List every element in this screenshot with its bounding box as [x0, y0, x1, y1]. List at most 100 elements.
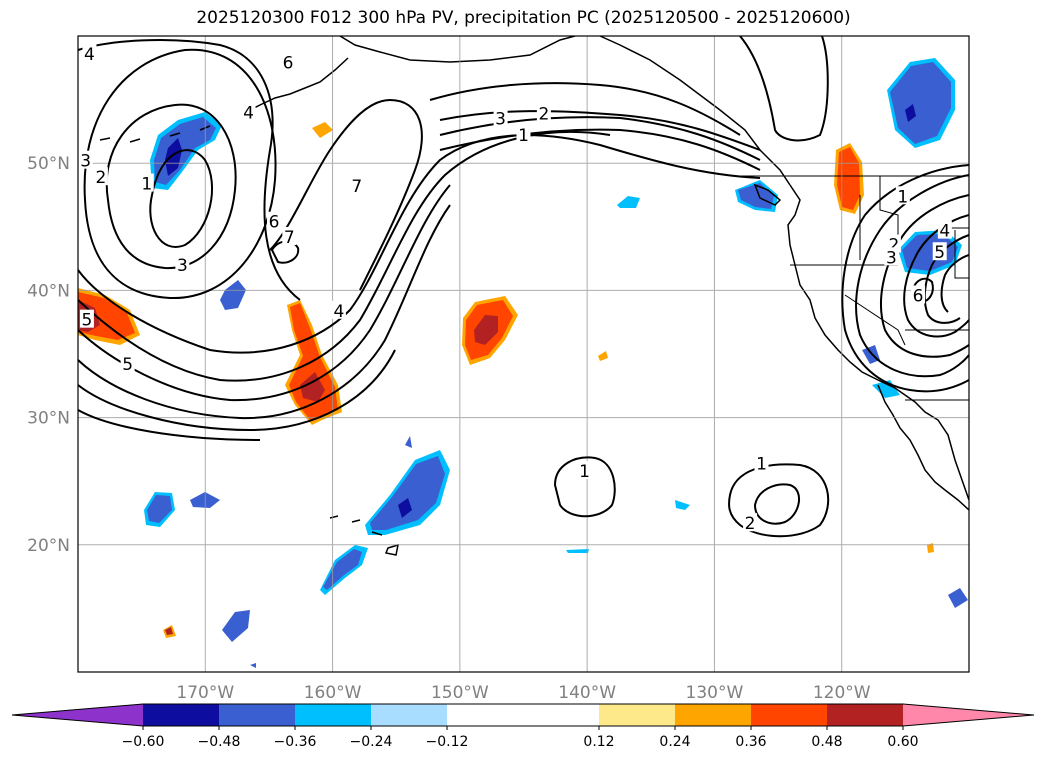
- contour-label-bg: [241, 102, 256, 121]
- contour-2-west: [105, 103, 237, 270]
- colorbar-extend-low: [12, 704, 143, 726]
- contour-label-bg: [516, 125, 531, 144]
- contour-label-bg: [911, 285, 926, 304]
- contour-label-bg: [281, 52, 296, 71]
- contour-7-small: [270, 240, 300, 264]
- lat-tick-label: 50°N: [27, 154, 70, 174]
- contour-3-west: [83, 48, 277, 300]
- pv-contours: [78, 36, 969, 538]
- contour-label-bg: [282, 226, 297, 245]
- colorbar-segment: [599, 704, 676, 726]
- contour-label: 5: [122, 355, 133, 375]
- map-frame: [77, 35, 970, 673]
- colorbar-tick-label: −0.24: [350, 734, 393, 750]
- colorbar-extend-high: [903, 704, 1034, 726]
- hawaii-islands: [329, 515, 399, 556]
- contour-band-b: [78, 130, 611, 382]
- north-america-west-coast: [787, 184, 969, 501]
- lon-tick-label: 170°W: [176, 683, 234, 703]
- colorbar-tick-label: 0.24: [659, 734, 690, 750]
- contour-label-bg: [120, 354, 135, 373]
- contour-2-east: [753, 483, 800, 525]
- contour-label: 5: [934, 243, 945, 263]
- contour-label: 1: [518, 126, 529, 146]
- lat-tick-label: 20°N: [27, 536, 70, 556]
- precip-negative-small-2: [144, 196, 690, 668]
- contour-label: 2: [95, 168, 106, 188]
- alaska-panhandle: [599, 36, 791, 186]
- contour-label-bg: [82, 43, 97, 62]
- lon-tick-label: 160°W: [304, 683, 362, 703]
- contour-label: 2: [888, 236, 899, 256]
- contour-label: 4: [939, 222, 950, 242]
- contour-band-c: [78, 184, 451, 402]
- contour-1-north: [439, 128, 761, 171]
- precip-negative-small-1: [220, 280, 246, 310]
- contour-label-bg: [536, 103, 551, 122]
- contour-arc-north: [429, 82, 741, 136]
- colorbar-tick-label: 0.12: [583, 734, 614, 750]
- colorbar-tick-label: −0.36: [274, 734, 317, 750]
- contour-label-bg: [79, 309, 94, 328]
- contour-label-bg: [743, 513, 758, 532]
- colorbar-segment: [143, 704, 220, 726]
- contour-band-e: [78, 349, 396, 432]
- contour-6-7: [269, 98, 423, 291]
- longitude-labels: 170°W 160°W 150°W 140°W 130°W 120°W: [176, 683, 870, 703]
- contour-3-north: [439, 110, 761, 151]
- contour-label: 1: [897, 187, 908, 207]
- contour-label: 2: [538, 105, 549, 125]
- contour-label: 3: [495, 110, 506, 130]
- colorbar: −0.60 −0.48 −0.36 −0.24 −0.12 0.12 0.24 0.36 0.4…: [11, 703, 1035, 750]
- contour-label: 7: [351, 177, 362, 197]
- map-title: 2025120300 F012 300 hPa PV, precipitatio…: [196, 8, 851, 28]
- contour-label: 1: [579, 462, 590, 482]
- contour-east-2: [879, 194, 969, 358]
- colorbar-tick-label: 0.48: [811, 734, 842, 750]
- contour-label: 5: [81, 311, 92, 331]
- contour-east-outer: [841, 164, 969, 393]
- colorbar-tick-label: −0.60: [122, 734, 165, 750]
- contour-alaska-high: [739, 36, 829, 142]
- political-borders: [740, 175, 969, 401]
- contour-label: 4: [243, 103, 254, 123]
- colorbar-tick-label: −0.48: [198, 734, 241, 750]
- contour-label: 3: [886, 248, 897, 268]
- colorbar-segment: [447, 704, 600, 726]
- contour-east-4: [923, 234, 969, 324]
- contour-label-bg: [175, 254, 190, 273]
- contour-label-bg: [932, 242, 947, 261]
- contour-label-bg: [349, 176, 364, 195]
- colorbar-tick-label: 0.60: [887, 734, 918, 750]
- contour-1-subtropical: [553, 456, 616, 518]
- contour-label-bg: [331, 300, 346, 319]
- contour-label: 6: [269, 213, 280, 233]
- lon-tick-label: 130°W: [686, 683, 744, 703]
- contour-2-north: [439, 116, 761, 161]
- contour-label-bg: [78, 150, 93, 169]
- contour-4-arc: [78, 38, 301, 301]
- contour-label-bg: [754, 453, 769, 472]
- contour-band-f: [78, 409, 261, 441]
- colorbar-segment: [751, 704, 828, 726]
- contour-label: 1: [756, 454, 767, 474]
- contour-east-3: [903, 214, 969, 338]
- precip-positive-coast: [834, 143, 934, 553]
- contour-label: 3: [177, 256, 188, 276]
- contour-1-west: [149, 149, 213, 248]
- precip-negative-hawaii: [320, 436, 450, 595]
- colorbar-tick-label: 0.36: [735, 734, 766, 750]
- contour-label: 6: [913, 286, 924, 306]
- contour-label-bg: [93, 167, 108, 186]
- contour-east-5: [940, 254, 969, 313]
- vancouver-island: [753, 183, 782, 206]
- colorbar-extend-low-shade: [14, 704, 143, 726]
- precip-negative-east: [735, 58, 968, 608]
- contour-label: 7: [284, 228, 295, 248]
- baja-california: [877, 384, 969, 511]
- contour-label-bg: [577, 461, 592, 480]
- contour-label: 6: [283, 54, 294, 74]
- lon-tick-label: 120°W: [813, 683, 871, 703]
- colorbar-segment: [295, 704, 372, 726]
